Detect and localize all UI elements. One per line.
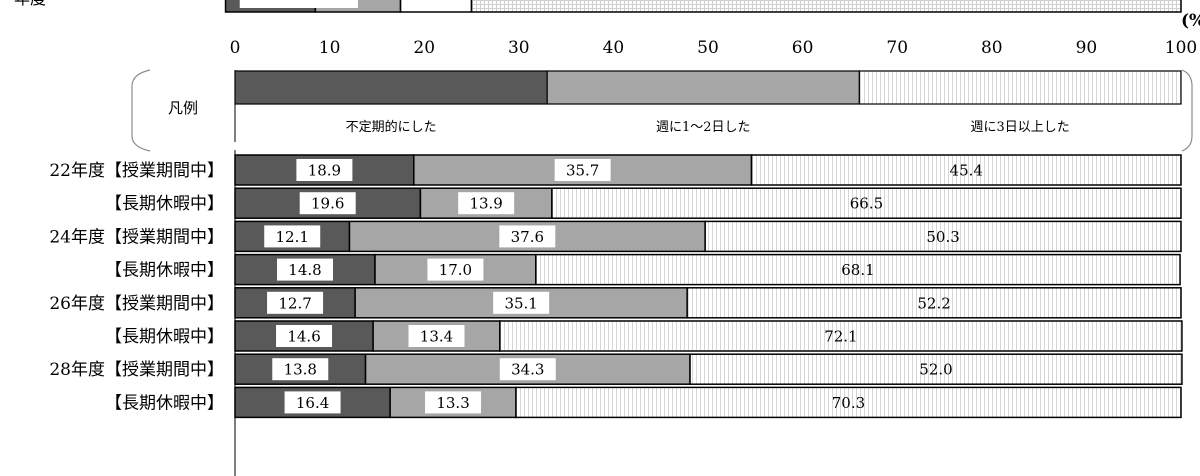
data-label: 13.8: [284, 361, 317, 379]
data-label: 45.4: [950, 162, 983, 180]
legend-entry-label: 週に3日以上した: [971, 120, 1070, 135]
bar-segment: [750, 154, 1182, 186]
x-tick-label: 40: [603, 38, 625, 58]
top-partial-segment: [399, 0, 473, 13]
data-label-box: [272, 358, 329, 381]
data-label: 35.7: [566, 162, 599, 180]
legend-title: 凡例: [168, 99, 198, 117]
data-label: 13.9: [469, 195, 502, 213]
top-partial-label: 年度: [14, 0, 46, 8]
data-label: 34.3: [511, 361, 544, 379]
top-partial-label-box: [239, 0, 259, 8]
data-label: 16.4: [296, 394, 329, 412]
bar-segment: [499, 320, 1183, 352]
x-tick-label: 0: [230, 38, 241, 58]
data-label-box: [284, 391, 341, 414]
bar-segment: [551, 187, 1182, 219]
data-label-box: [408, 325, 465, 347]
plot-area: 22年度【授業期間中】【長期休暇中】24年度【授業期間中】【長期休暇中】26年度…: [49, 150, 1183, 476]
data-label: 72.1: [824, 328, 857, 346]
category-label: 【長期休暇中】: [105, 194, 224, 214]
category-label: 22年度【授業期間中】: [49, 161, 224, 181]
category-label: 26年度【授業期間中】: [49, 294, 224, 314]
data-label: 18.9: [308, 162, 341, 180]
x-tick-label: 70: [886, 38, 908, 58]
category-labels: 22年度【授業期間中】【長期休暇中】24年度【授業期間中】【長期休暇中】26年度…: [49, 161, 224, 413]
data-label: 52.0: [919, 361, 952, 379]
bar-segment: [515, 386, 1182, 419]
bar-segment: [686, 287, 1182, 319]
bar-segment: [689, 353, 1183, 385]
data-label: 37.6: [511, 228, 544, 246]
data-label: 17.0: [439, 261, 472, 279]
x-tick-label: 100: [1165, 38, 1197, 58]
legend-swatch: [234, 70, 548, 105]
data-label-box: [267, 291, 324, 314]
data-label-box: [493, 291, 550, 314]
legend-entry-label: 不定期的にした: [346, 119, 437, 135]
x-tick-label: 20: [413, 38, 435, 58]
data-label: 50.3: [926, 228, 959, 246]
data-label: 12.1: [276, 228, 309, 246]
data-label: 12.7: [278, 294, 311, 312]
top-partial-label-box: [253, 0, 358, 8]
legend-entry-label: 週に1〜2日した: [656, 120, 751, 135]
data-label-box: [427, 258, 484, 281]
legend-swatch: [858, 70, 1182, 105]
data-label: 68.1: [841, 261, 874, 279]
data-label: 13.3: [436, 394, 469, 412]
data-label-box: [499, 358, 556, 381]
data-label: 13.4: [420, 328, 453, 346]
data-label-box: [299, 192, 356, 215]
legend-labels: 不定期的にした 週に1〜2日した 週に3日以上した: [346, 119, 1070, 135]
data-label-box: [296, 159, 353, 181]
category-label: 【長期休暇中】: [105, 393, 224, 413]
legend-right-brace: [1181, 69, 1193, 152]
x-axis-ticks: 0 10 20 30 40 50 60 70 80 90 100: [230, 38, 1198, 58]
legend-swatch: [546, 70, 860, 105]
bar-segment: [704, 220, 1182, 253]
bars: 18.9 35.7 45.4 19.6 13.9 66.5 12.1 37.6 50.3 14.8…: [234, 154, 1183, 419]
legend-bar: [234, 70, 1182, 105]
data-label: 66.5: [850, 195, 883, 213]
data-label: 35.1: [504, 294, 537, 312]
data-label-box: [277, 258, 334, 281]
unit-label: (%: [1181, 11, 1200, 31]
category-label: 24年度【授業期間中】: [49, 227, 224, 247]
legend-left-brace: [131, 69, 151, 152]
data-label: 70.3: [832, 394, 865, 412]
legend: 凡例 不定期的にした 週に1〜2日した 週に3日以上した: [131, 69, 1193, 152]
x-tick-label: 10: [319, 38, 341, 58]
category-label: 【長期休暇中】: [105, 261, 224, 281]
data-label: 14.6: [287, 328, 320, 346]
category-label: 28年度【授業期間中】: [49, 360, 224, 380]
x-tick-label: 90: [1076, 38, 1098, 58]
data-label-box: [554, 159, 611, 181]
data-label: 14.8: [288, 261, 321, 279]
data-label-box: [264, 225, 321, 248]
bar-segment: [535, 253, 1181, 286]
data-label-box: [425, 391, 482, 414]
x-tick-label: 50: [697, 38, 719, 58]
data-label-box: [458, 192, 515, 215]
top-partial-bars: [224, 0, 1182, 13]
x-tick-label: 80: [981, 38, 1003, 58]
data-label: 52.2: [917, 294, 950, 312]
data-label: 19.6: [311, 195, 344, 213]
top-partial-segment: [470, 0, 1182, 13]
top-partial-row: 年度 (%: [14, 0, 1200, 31]
category-label: 【長期休暇中】: [105, 327, 224, 347]
data-label-box: [499, 225, 556, 248]
x-tick-label: 30: [508, 38, 530, 58]
x-tick-label: 60: [792, 38, 814, 58]
data-label-box: [276, 325, 333, 347]
